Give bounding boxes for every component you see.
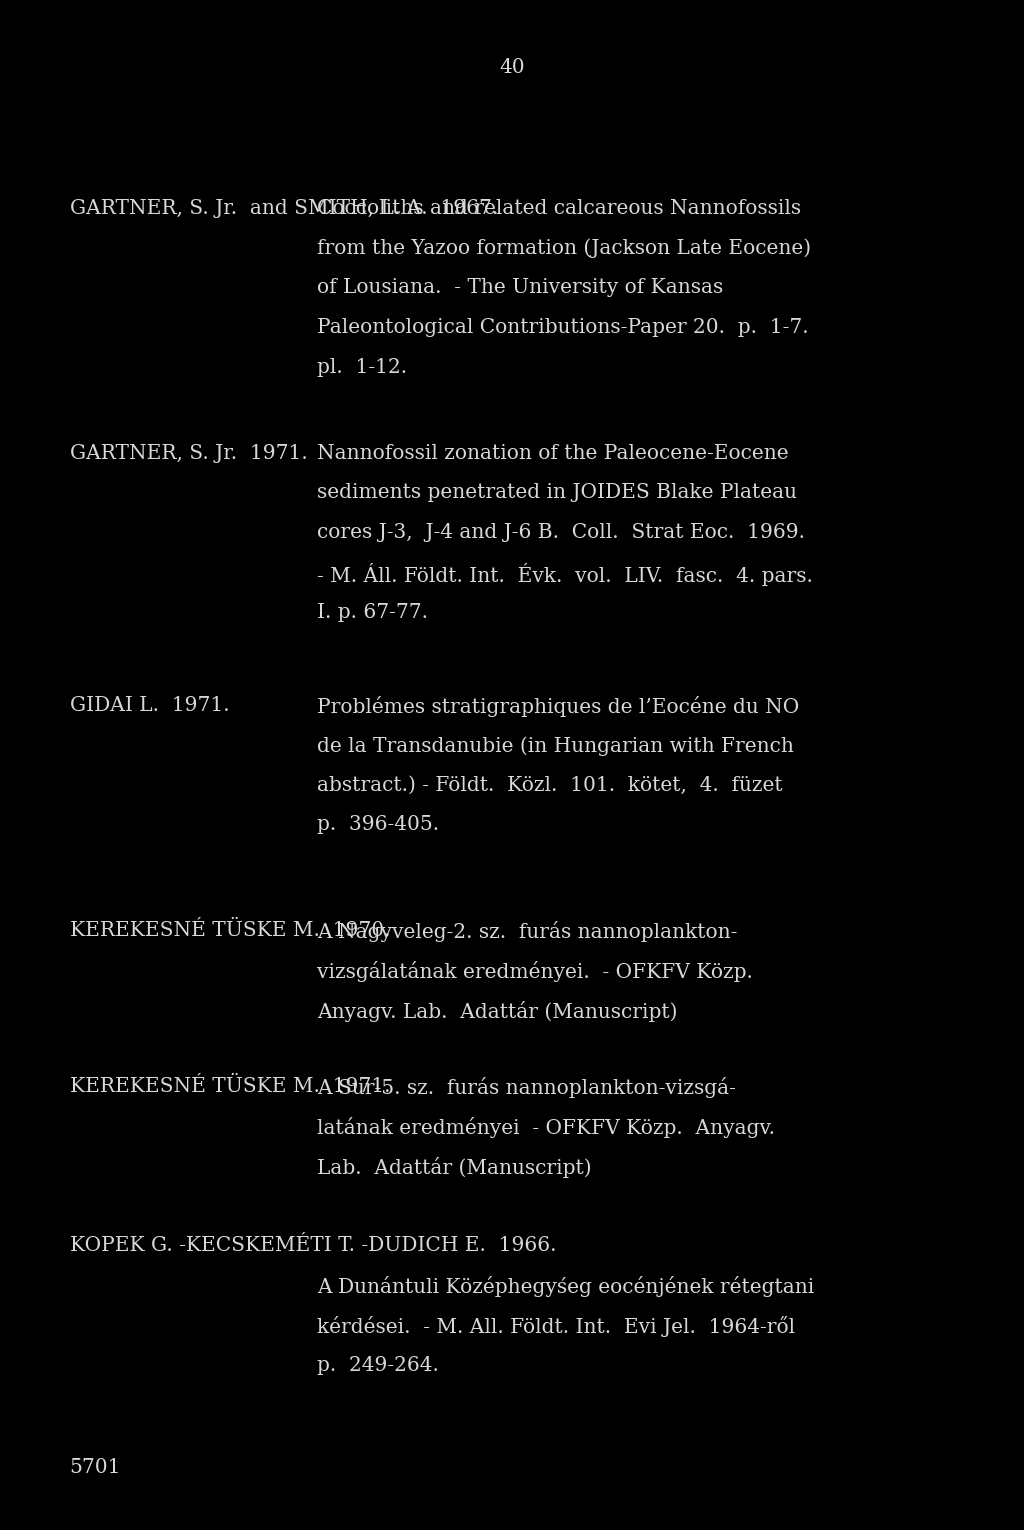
Text: A Dunántuli Középhegyśeg eocénjének rétegtani: A Dunántuli Középhegyśeg eocénjének réte… <box>317 1276 815 1297</box>
Text: KEREKESNÉ TÜSKE M.  1970.: KEREKESNÉ TÜSKE M. 1970. <box>70 921 390 941</box>
Text: 40: 40 <box>499 58 525 76</box>
Text: de la Transdanubie (in Hungarian with French: de la Transdanubie (in Hungarian with Fr… <box>317 736 795 756</box>
Text: A Sur-5. sz.  furás nannoplankton-vizsgá-: A Sur-5. sz. furás nannoplankton-vizsgá- <box>317 1077 736 1099</box>
Text: vizsgálatának eredményei.  - OFKFV Közp.: vizsgálatának eredményei. - OFKFV Közp. <box>317 961 754 982</box>
Text: Paleontological Contributions-Paper 20.  p.  1-7.: Paleontological Contributions-Paper 20. … <box>317 318 809 337</box>
Text: KOPEK G. -KECSKEMÉTI T. -DUDICH E.  1966.: KOPEK G. -KECSKEMÉTI T. -DUDICH E. 1966. <box>70 1236 556 1255</box>
Text: kérdései.  - M. All. Földt. Int.  Evi Jel.  1964-ről: kérdései. - M. All. Földt. Int. Evi Jel.… <box>317 1316 796 1337</box>
Text: Anyagv. Lab.  Adattár (Manuscript): Anyagv. Lab. Adattár (Manuscript) <box>317 1001 678 1022</box>
Text: Coccoliths and related calcareous Nannofossils: Coccoliths and related calcareous Nannof… <box>317 199 802 217</box>
Text: GIDAI L.  1971.: GIDAI L. 1971. <box>70 696 229 715</box>
Text: Lab.  Adattár (Manuscript): Lab. Adattár (Manuscript) <box>317 1157 592 1178</box>
Text: of Lousiana.  - The University of Kansas: of Lousiana. - The University of Kansas <box>317 278 724 297</box>
Text: from the Yazoo formation (Jackson Late Eocene): from the Yazoo formation (Jackson Late E… <box>317 239 812 259</box>
Text: abstract.) - Földt.  Közl.  101.  kötet,  4.  füzet: abstract.) - Földt. Közl. 101. kötet, 4.… <box>317 776 783 794</box>
Text: I. p. 67-77.: I. p. 67-77. <box>317 603 428 621</box>
Text: sediments penetrated in JOIDES Blake Plateau: sediments penetrated in JOIDES Blake Pla… <box>317 483 798 502</box>
Text: KEREKESNÉ TÜSKE M.  1971.: KEREKESNÉ TÜSKE M. 1971. <box>70 1077 390 1097</box>
Text: 5701: 5701 <box>70 1458 121 1476</box>
Text: A Nagyveleg-2. sz.  furás nannoplankton-: A Nagyveleg-2. sz. furás nannoplankton- <box>317 921 738 942</box>
Text: GARTNER, S. Jr.  1971.: GARTNER, S. Jr. 1971. <box>70 444 307 462</box>
Text: Problémes stratigraphiques de l’Eocéne du NO: Problémes stratigraphiques de l’Eocéne d… <box>317 696 800 718</box>
Text: GARTNER, S. Jr.  and SMITH, L. A.  1967.: GARTNER, S. Jr. and SMITH, L. A. 1967. <box>70 199 498 217</box>
Text: pl.  1-12.: pl. 1-12. <box>317 358 408 376</box>
Text: latának eredményei  - OFKFV Közp.  Anyagv.: latának eredményei - OFKFV Közp. Anyagv. <box>317 1117 775 1138</box>
Text: cores J-3,  J-4 and J-6 B.  Coll.  Strat Eoc.  1969.: cores J-3, J-4 and J-6 B. Coll. Strat Eo… <box>317 523 806 542</box>
Text: p.  249-264.: p. 249-264. <box>317 1356 439 1374</box>
Text: p.  396-405.: p. 396-405. <box>317 815 439 834</box>
Text: - M. Áll. Földt. Int.  Évk.  vol.  LIV.  fasc.  4. pars.: - M. Áll. Földt. Int. Évk. vol. LIV. fas… <box>317 563 813 586</box>
Text: Nannofossil zonation of the Paleocene-Eocene: Nannofossil zonation of the Paleocene-Eo… <box>317 444 790 462</box>
